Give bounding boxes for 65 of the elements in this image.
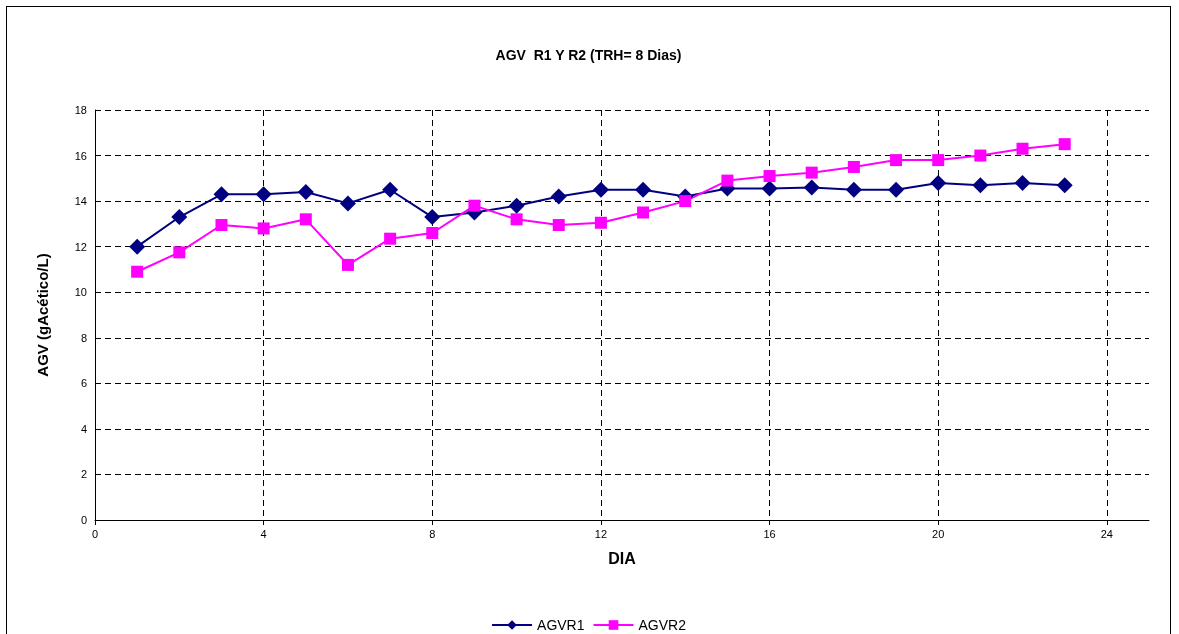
point xyxy=(131,265,144,278)
point xyxy=(635,181,652,198)
point xyxy=(468,199,481,212)
x-tick-label: 24 xyxy=(1100,527,1113,540)
legend-label: AGVR2 xyxy=(638,617,687,633)
y-tick-label: 18 xyxy=(74,104,87,116)
point xyxy=(257,222,270,235)
x-tick-label: 8 xyxy=(429,527,436,540)
x-tick-label: 20 xyxy=(932,527,945,540)
point xyxy=(171,209,188,226)
y-tick-label: 0 xyxy=(80,514,87,526)
y-axis-title: AGV (gAcético/L) xyxy=(34,253,51,377)
point xyxy=(974,149,987,162)
legend-label: AGVR1 xyxy=(537,617,585,633)
y-tick-label: 12 xyxy=(74,240,87,253)
point xyxy=(805,166,818,179)
point xyxy=(721,174,734,187)
y-tick-label: 14 xyxy=(74,195,87,208)
y-tick-label: 2 xyxy=(80,468,87,481)
point xyxy=(972,177,989,194)
point xyxy=(637,206,650,219)
point xyxy=(594,216,607,229)
point xyxy=(339,195,356,212)
point xyxy=(763,170,776,183)
point xyxy=(761,180,778,197)
point xyxy=(930,174,947,191)
point xyxy=(255,186,272,203)
chart-title: AGV R1 Y R2 (TRH= 8 Dias) xyxy=(495,47,682,63)
x-tick-label: 16 xyxy=(763,527,776,540)
point xyxy=(382,181,399,198)
point xyxy=(424,209,441,226)
point xyxy=(550,188,567,205)
point xyxy=(297,184,314,200)
point xyxy=(932,154,945,167)
point xyxy=(426,227,439,239)
point xyxy=(803,179,820,196)
point xyxy=(341,258,354,271)
point xyxy=(845,181,862,198)
point xyxy=(508,197,525,214)
x-tick-label: 0 xyxy=(91,527,99,540)
x-axis-title: DIA xyxy=(608,549,637,567)
point xyxy=(213,186,230,203)
y-tick-label: 10 xyxy=(74,286,87,299)
x-tick-label: 12 xyxy=(594,527,608,540)
point xyxy=(1014,174,1031,191)
point xyxy=(384,232,397,245)
point xyxy=(215,219,228,232)
point xyxy=(847,160,860,173)
point xyxy=(552,219,565,232)
y-tick-label: 8 xyxy=(80,331,87,344)
x-tick-label: 4 xyxy=(260,527,267,540)
point xyxy=(1058,138,1071,151)
point xyxy=(592,181,609,198)
y-tick-label: 4 xyxy=(80,422,87,435)
point xyxy=(129,238,146,255)
y-tick-label: 16 xyxy=(74,149,87,162)
point xyxy=(679,195,692,208)
point xyxy=(1056,177,1073,194)
y-tick-label: 6 xyxy=(80,377,87,390)
point xyxy=(299,213,312,226)
point xyxy=(1016,142,1029,155)
point xyxy=(510,213,523,226)
point xyxy=(173,246,186,259)
point xyxy=(888,181,905,198)
point xyxy=(890,154,903,167)
